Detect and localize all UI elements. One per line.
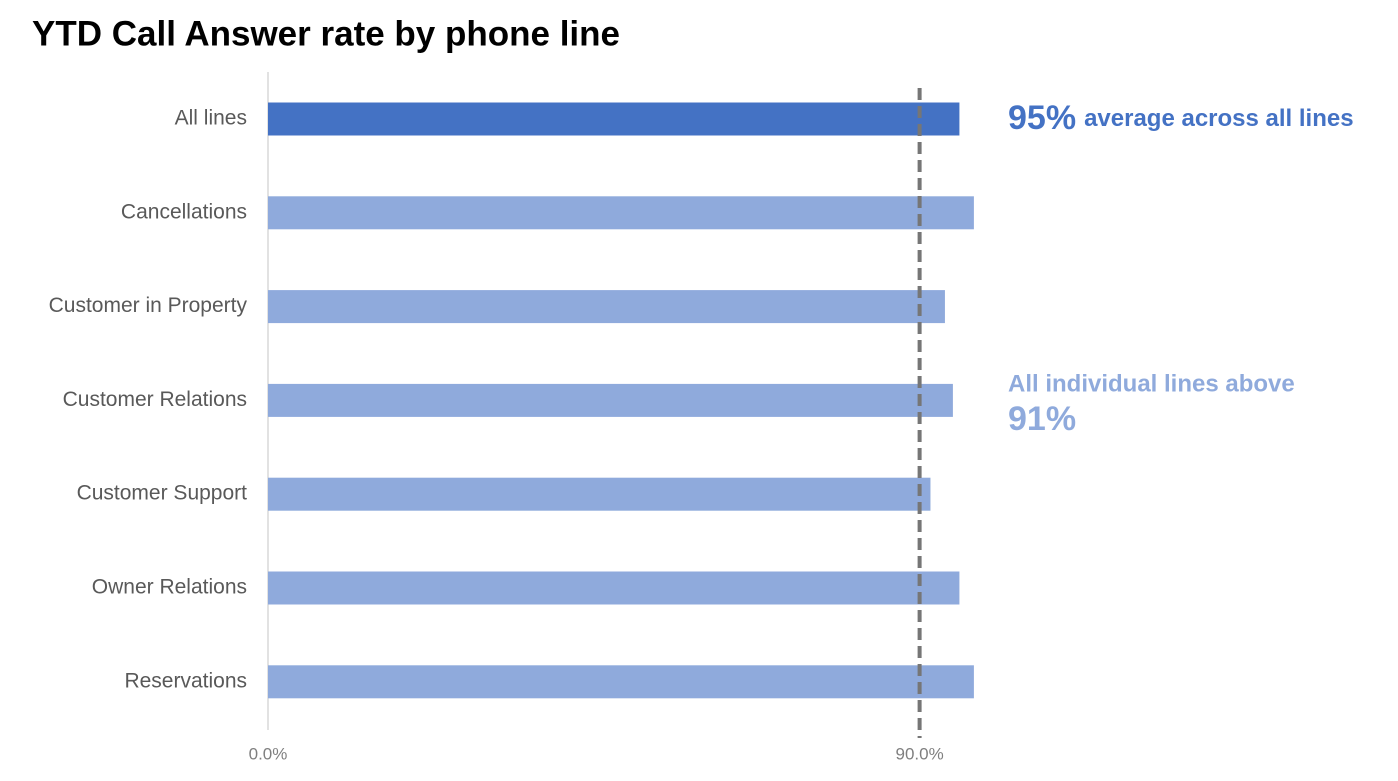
annotation-value: 95% bbox=[1008, 99, 1076, 137]
annotation-text: average across all lines bbox=[1084, 105, 1354, 132]
y-tick-label: Owner Relations bbox=[92, 576, 247, 599]
annotation: 95% average across all lines bbox=[1008, 99, 1354, 137]
bar bbox=[268, 383, 953, 417]
bar bbox=[268, 196, 974, 230]
bar bbox=[268, 290, 945, 324]
annotation-value: 91% bbox=[1008, 400, 1076, 438]
y-tick-label: All lines bbox=[175, 107, 247, 130]
chart-title: YTD Call Answer rate by phone line bbox=[32, 14, 620, 53]
y-tick-label: Customer in Property bbox=[49, 294, 248, 317]
x-tick-label: 90.0% bbox=[895, 744, 943, 763]
y-tick-label: Customer Support bbox=[77, 482, 248, 505]
y-tick-label: Cancellations bbox=[121, 200, 247, 223]
x-tick-label: 0.0% bbox=[249, 744, 288, 763]
y-tick-label: Reservations bbox=[124, 669, 247, 692]
bar bbox=[268, 571, 960, 605]
bar bbox=[268, 102, 960, 136]
annotation-text: All individual lines above bbox=[1008, 370, 1295, 397]
bar bbox=[268, 477, 931, 511]
bar bbox=[268, 665, 974, 699]
y-tick-label: Customer Relations bbox=[63, 388, 247, 411]
